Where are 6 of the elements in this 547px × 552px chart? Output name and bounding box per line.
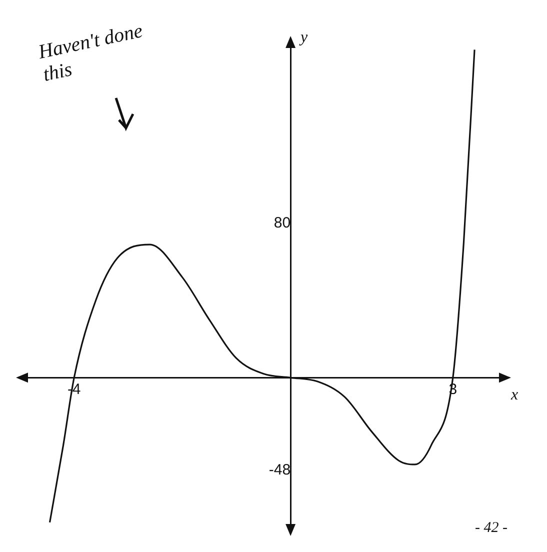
y-tick-label: -48 xyxy=(268,461,291,478)
x-axis-title: x xyxy=(510,386,518,404)
annotation: Haven't done this xyxy=(36,19,146,87)
y-tick-label: 80 xyxy=(274,214,291,232)
y-axis-title: y xyxy=(298,29,309,46)
annotation: - 42 - xyxy=(475,520,508,537)
